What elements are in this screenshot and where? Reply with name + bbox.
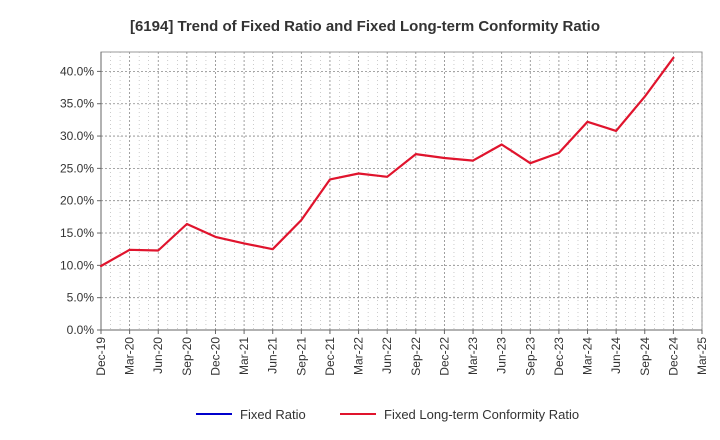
x-tick-label: Sep-21 [294, 337, 308, 376]
legend-label: Fixed Ratio [240, 407, 306, 422]
x-tick-label: Mar-22 [352, 337, 366, 375]
legend-label: Fixed Long-term Conformity Ratio [384, 407, 579, 422]
series [99, 56, 675, 268]
series-line [99, 56, 675, 268]
x-tick-label: Dec-24 [666, 337, 680, 376]
y-tick-label: 15.0% [60, 226, 94, 240]
y-tick-label: 0.0% [67, 323, 95, 337]
x-tick-label: Mar-24 [581, 337, 595, 375]
plot-area [100, 51, 703, 331]
x-tick-label: Jun-20 [151, 337, 165, 374]
y-tick-label: 10.0% [60, 258, 94, 272]
y-tick-label: 30.0% [60, 129, 94, 143]
y-tick-label: 5.0% [67, 291, 95, 305]
x-tick-label: Jun-22 [380, 337, 394, 374]
y-tick-label: 20.0% [60, 194, 94, 208]
x-tick-label: Dec-23 [552, 337, 566, 376]
y-tick-label: 25.0% [60, 161, 94, 175]
x-tick-label: Mar-21 [237, 337, 251, 375]
x-tick-label: Dec-19 [94, 337, 108, 376]
y-tick-label: 35.0% [60, 97, 94, 111]
x-tick-label: Dec-22 [437, 337, 451, 376]
y-axis: 0.0% 5.0% 10.0% 15.0% 20.0% 25.0% 30.0% 35.0% 40… [60, 52, 102, 337]
x-tick-label: Sep-20 [180, 337, 194, 376]
x-tick-label: Mar-23 [466, 337, 480, 375]
y-tick-label: 40.0% [60, 64, 94, 78]
legend: Fixed Ratio Fixed Long-term Conformity Ra… [196, 407, 579, 422]
x-tick-label: Sep-24 [638, 337, 652, 376]
grid [100, 52, 703, 331]
x-tick-label: Jun-24 [609, 337, 623, 374]
x-tick-label: Jun-23 [495, 337, 509, 374]
x-tick-label: Sep-23 [523, 337, 537, 376]
x-tick-label: Sep-22 [409, 337, 423, 376]
x-axis: Dec-19 Mar-20 Jun-20 Sep-20 Dec-20 Mar-21 Jun-… [94, 329, 709, 376]
chart-title: [6194] Trend of Fixed Ratio and Fixed Lo… [130, 18, 600, 35]
plot-frame [100, 51, 703, 331]
x-tick-label: Mar-20 [123, 337, 137, 375]
x-tick-label: Jun-21 [266, 337, 280, 374]
x-tick-label: Mar-25 [695, 337, 709, 375]
x-tick-label: Dec-21 [323, 337, 337, 376]
x-tick-label: Dec-20 [208, 337, 222, 376]
